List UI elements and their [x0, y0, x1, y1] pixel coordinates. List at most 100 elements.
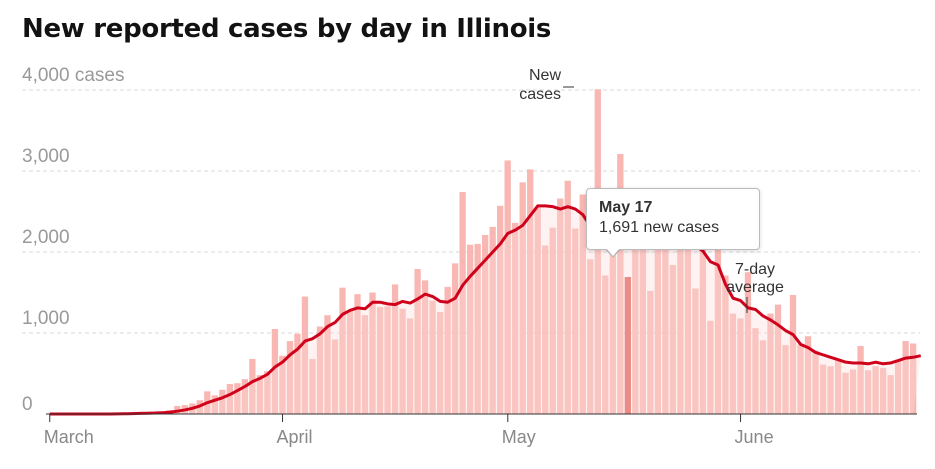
bar	[339, 287, 346, 414]
bar	[391, 284, 399, 414]
avg-label-1: 7-day	[735, 261, 775, 278]
bar	[279, 355, 286, 414]
bar	[579, 194, 586, 414]
bar	[384, 306, 391, 414]
bar	[699, 239, 707, 414]
bar	[504, 160, 511, 414]
bar	[909, 343, 917, 414]
bar	[399, 308, 406, 414]
bar	[819, 364, 827, 414]
y-tick-label: 1,000	[22, 308, 70, 329]
bar	[714, 239, 722, 414]
bar	[572, 228, 579, 414]
new-cases-label-1: New	[529, 67, 561, 84]
bar	[534, 207, 541, 414]
bar	[459, 192, 466, 414]
bar	[542, 245, 549, 414]
bar	[361, 315, 369, 414]
y-axis-labels: 0 1,000 2,000 3,000 4,000 cases	[22, 65, 124, 415]
bar	[376, 307, 384, 414]
bar	[594, 89, 601, 414]
bar	[369, 292, 376, 414]
y-tick-label: 0	[22, 394, 33, 415]
bar	[421, 280, 429, 414]
bar	[647, 290, 654, 414]
bar	[654, 209, 662, 414]
bar	[662, 236, 669, 414]
bar	[737, 318, 744, 414]
y-tick-label: 3,000	[22, 146, 70, 167]
bar	[354, 294, 361, 414]
bar	[466, 244, 474, 414]
bar	[211, 395, 218, 414]
bar	[249, 358, 256, 414]
bar	[519, 182, 526, 414]
x-tick-label: June	[735, 427, 774, 447]
bar	[782, 345, 789, 414]
bar	[894, 359, 902, 414]
bar	[684, 217, 692, 414]
bar	[219, 389, 226, 414]
bar	[722, 275, 729, 414]
bar	[812, 350, 819, 414]
bar	[474, 243, 481, 414]
bar	[234, 383, 241, 414]
bar	[557, 198, 564, 414]
tooltip-date: May 17	[599, 199, 653, 216]
bar	[744, 272, 752, 414]
x-axis-ticks: March April May June	[44, 414, 774, 447]
bar	[241, 379, 249, 414]
chart-title: New reported cases by day in Illinois	[22, 14, 552, 44]
bar	[842, 372, 849, 414]
bar	[429, 300, 436, 414]
bar	[549, 227, 556, 414]
bar	[669, 264, 677, 414]
bar	[887, 375, 894, 414]
avg-annotation: 7-day average	[726, 261, 784, 313]
bar	[482, 234, 489, 414]
bar	[271, 328, 279, 414]
bar	[804, 336, 812, 414]
bar	[729, 313, 737, 414]
bar	[294, 333, 301, 414]
bar	[872, 366, 879, 414]
bar	[707, 320, 714, 414]
bar	[767, 313, 774, 414]
bar	[827, 366, 834, 414]
bar	[324, 315, 331, 414]
bar	[564, 180, 571, 414]
tooltip-value: 1,691 new cases	[599, 219, 720, 236]
bar	[759, 340, 767, 414]
bar	[692, 288, 699, 414]
bar	[677, 246, 684, 414]
bar	[797, 344, 804, 414]
bar	[489, 226, 496, 414]
bar	[226, 384, 234, 414]
bar	[451, 263, 459, 414]
bar	[902, 341, 909, 414]
bar	[609, 196, 616, 414]
bar	[264, 371, 271, 414]
avg-label-2: average	[726, 279, 784, 296]
bar	[301, 296, 309, 414]
bar	[444, 286, 451, 414]
bar	[512, 222, 519, 414]
bar	[639, 213, 646, 414]
y-tick-label: 4,000 cases	[22, 65, 124, 86]
bar	[286, 341, 294, 414]
bar	[617, 153, 624, 415]
bar	[346, 311, 354, 414]
bar	[436, 311, 444, 414]
bar	[406, 318, 414, 414]
bar	[834, 360, 842, 414]
bar	[632, 192, 639, 414]
bar	[331, 339, 339, 414]
bar	[602, 275, 609, 414]
bar	[309, 358, 316, 414]
bar	[497, 205, 504, 414]
bar	[849, 369, 857, 414]
bar	[414, 269, 421, 414]
x-tick-label: March	[44, 427, 94, 447]
bar	[316, 326, 324, 414]
